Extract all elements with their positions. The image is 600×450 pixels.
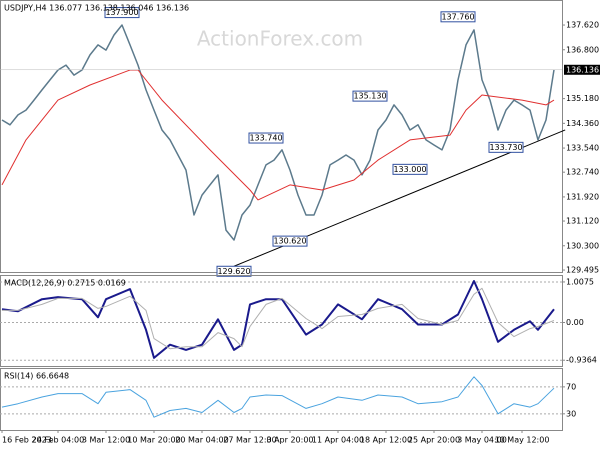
- panel-frame: [0, 275, 563, 367]
- y-tick-label: 131.120: [566, 217, 599, 226]
- x-tick-label: 11 Apr 04:00: [312, 436, 364, 445]
- x-tick-label: 25 Apr 20:00: [408, 436, 460, 445]
- x-tick-label: 16 Feb 2023: [2, 436, 52, 445]
- x-tick-label: 24 Feb 04:00: [32, 436, 84, 445]
- series-line: [2, 287, 555, 350]
- annotation-label: 135.130: [353, 92, 386, 101]
- panel-frame: [0, 0, 563, 273]
- annotation-label: 129.620: [217, 267, 250, 276]
- annotation-box: [216, 265, 252, 277]
- annotation-label: 133.000: [393, 165, 426, 174]
- annotation-label: 133.730: [489, 143, 522, 152]
- y-tick-label: 30: [566, 409, 576, 418]
- annotation-label: 130.620: [273, 237, 306, 246]
- y-tick-label: 130.300: [566, 241, 599, 250]
- panel-title: RSI(14) 66.6648: [4, 372, 69, 381]
- panel-title: USDJPY,H4 136.077 136.138 136.046 136.13…: [4, 4, 189, 13]
- annotation-box: [248, 132, 284, 144]
- y-tick-label: 135.180: [566, 94, 599, 103]
- y-tick-label: 134.360: [566, 119, 599, 128]
- x-tick-label: 10 May 12:00: [495, 436, 550, 445]
- y-tick-label: 133.540: [566, 144, 599, 153]
- annotation-box: [488, 141, 524, 153]
- annotation-box: [352, 90, 388, 102]
- annotation-label: 137.900: [105, 8, 138, 17]
- annotation-box: [272, 235, 308, 247]
- series-line: [1, 24, 555, 241]
- annotation-box: [392, 163, 428, 175]
- x-tick-label: 3 Mar 12:00: [82, 436, 130, 445]
- x-tick-label: 3 May 04:00: [457, 436, 507, 445]
- x-tick-label: 18 Apr 12:00: [360, 436, 412, 445]
- annotation-label: 133.740: [249, 134, 282, 143]
- watermark: ActionForex.com: [197, 27, 363, 51]
- last-price-label: 136.136: [566, 65, 599, 74]
- x-tick-label: 10 Mar 20:00: [127, 436, 180, 445]
- annotation-box: [104, 7, 140, 19]
- x-tick-label: 20 Mar 04:00: [175, 436, 228, 445]
- panel-title: MACD(12,26,9) 0.2715 0.0169: [4, 279, 126, 288]
- x-tick-label: 27 Mar 12:00: [223, 436, 276, 445]
- annotation-label: 137.760: [441, 12, 474, 21]
- panel-frame: [0, 368, 563, 431]
- last-price-box: [564, 64, 600, 75]
- y-tick-label: -0.9364: [566, 356, 597, 365]
- y-tick-label: 131.920: [566, 192, 599, 201]
- series-line: [1, 280, 555, 359]
- y-tick-label: 1.0075: [566, 277, 594, 286]
- y-tick-label: 70: [566, 382, 576, 391]
- y-tick-label: 0.00: [566, 318, 584, 327]
- series-line: [1, 69, 555, 201]
- x-tick-label: 3 Apr 20:00: [266, 436, 313, 445]
- y-tick-label: 136.800: [566, 45, 599, 54]
- series-line: [1, 376, 555, 418]
- y-tick-label: 132.740: [566, 168, 599, 177]
- annotation-box: [440, 11, 476, 23]
- y-tick-label: 129.495: [566, 266, 599, 275]
- y-tick-label: 137.620: [566, 21, 599, 30]
